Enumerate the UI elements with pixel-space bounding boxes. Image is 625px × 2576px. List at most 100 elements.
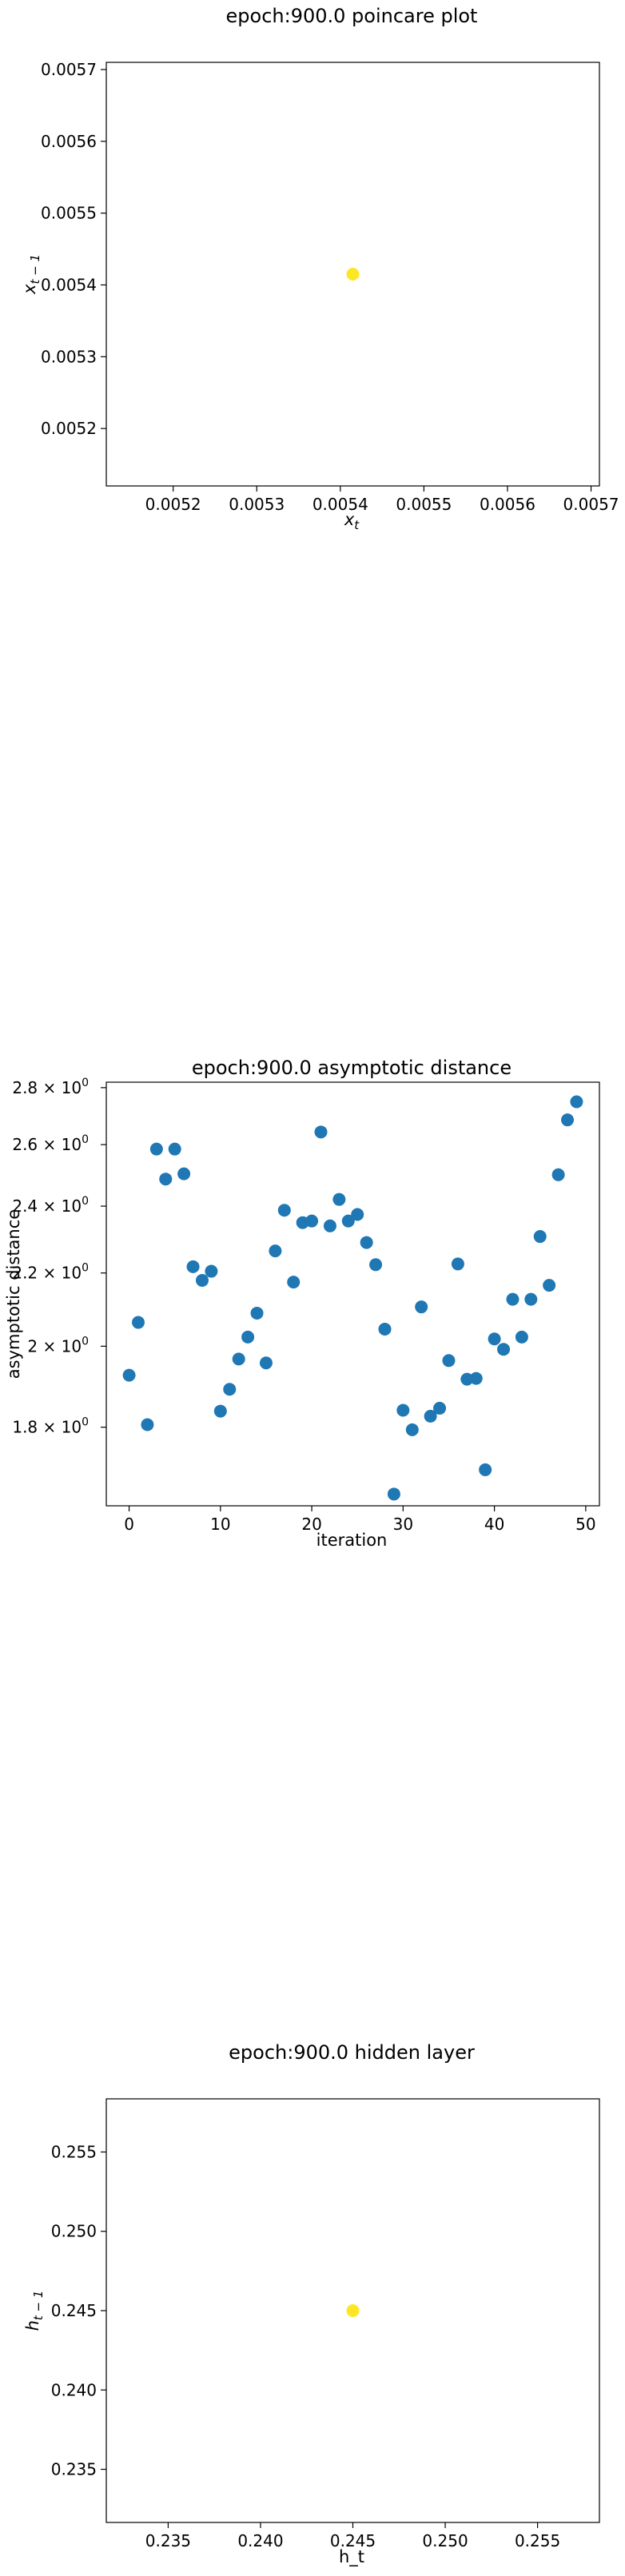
x-tick-label: 0.255 bbox=[515, 2531, 560, 2550]
asymptotic-distance-axes-frame bbox=[105, 1081, 600, 1507]
scatter-point bbox=[195, 1273, 209, 1287]
scatter-point bbox=[460, 1372, 474, 1386]
hidden-layer-y-label: ht − 1 bbox=[23, 2291, 46, 2331]
scatter-point bbox=[346, 268, 360, 281]
scatter-point bbox=[287, 1276, 301, 1289]
scatter-point bbox=[451, 1257, 464, 1271]
scatter-point bbox=[378, 1322, 392, 1336]
hidden-layer-chart: epoch:900.0 hidden layer 0.235 0.240 0.245… bbox=[23, 2041, 600, 2567]
scatter-point bbox=[405, 1423, 419, 1436]
x-tick-label: 50 bbox=[575, 1515, 595, 1534]
y-tick-label: 2 × 100 bbox=[27, 1335, 89, 1356]
scatter-point bbox=[524, 1292, 538, 1306]
scatter-point bbox=[533, 1230, 547, 1244]
x-tick-label: 30 bbox=[393, 1515, 413, 1534]
scatter-point bbox=[360, 1236, 373, 1249]
scatter-point bbox=[570, 1095, 583, 1109]
hidden-layer-x-ticks: 0.235 0.240 0.245 0.250 0.255 bbox=[145, 2522, 560, 2550]
scatter-point bbox=[479, 1463, 492, 1476]
scatter-point bbox=[122, 1368, 136, 1382]
y-tick-label: 0.0053 bbox=[41, 347, 97, 366]
scatter-point bbox=[515, 1330, 528, 1344]
x-tick-label: 0.0053 bbox=[229, 495, 285, 514]
x-tick-label: 0.250 bbox=[422, 2531, 468, 2550]
scatter-point bbox=[346, 2304, 360, 2317]
asymptotic-distance-title: epoch:900.0 asymptotic distance bbox=[192, 1057, 512, 1079]
scatter-point bbox=[177, 1167, 191, 1181]
asymptotic-distance-chart: epoch:900.0 asymptotic distance 0 10 20 30 4… bbox=[4, 1057, 600, 1550]
scatter-point bbox=[424, 1409, 437, 1423]
poincare-plot-y-ticks: 0.0052 0.0053 0.0054 0.0055 0.0056 0.0057 bbox=[41, 60, 106, 438]
hidden-layer-x-label: h_t bbox=[339, 2547, 364, 2567]
poincare-plot-title: epoch:900.0 poincare plot bbox=[226, 5, 478, 27]
poincare-plot-axes-frame bbox=[105, 62, 600, 487]
asymptotic-distance-y-ticks: 1.8 × 100 2 × 100 2.2 × 100 2.4 × 100 2.6 × … bbox=[12, 1077, 106, 1437]
hidden-layer-y-ticks: 0.235 0.240 0.245 0.250 0.255 bbox=[51, 2142, 106, 2479]
scatter-point bbox=[488, 1332, 501, 1346]
scatter-point bbox=[369, 1258, 383, 1272]
scatter-point bbox=[205, 1264, 218, 1278]
x-tick-label: 40 bbox=[484, 1515, 504, 1534]
scatter-point bbox=[387, 1487, 400, 1501]
scatter-point bbox=[469, 1372, 483, 1385]
hidden-layer-title: epoch:900.0 hidden layer bbox=[229, 2041, 475, 2064]
scatter-point bbox=[223, 1383, 237, 1396]
x-tick-label: 0 bbox=[124, 1515, 134, 1534]
x-tick-label: 0.0057 bbox=[563, 495, 619, 514]
scatter-point bbox=[433, 1401, 447, 1415]
y-tick-label: 2.4 × 100 bbox=[12, 1195, 89, 1216]
scatter-point bbox=[168, 1142, 181, 1156]
x-tick-label: 0.0052 bbox=[145, 495, 201, 514]
scatter-point bbox=[241, 1330, 255, 1344]
x-tick-label: 0.0054 bbox=[312, 495, 368, 514]
y-tick-label: 0.0056 bbox=[41, 132, 97, 151]
poincare-plot-chart: epoch:900.0 poincare plot 0.0052 0.0053 0.… bbox=[20, 5, 619, 532]
y-tick-label: 0.240 bbox=[51, 2380, 97, 2399]
y-tick-label: 0.235 bbox=[51, 2460, 97, 2479]
hidden-layer-points bbox=[346, 2304, 360, 2317]
scatter-point bbox=[269, 1244, 282, 1258]
y-tick-label: 2.6 × 100 bbox=[12, 1133, 89, 1154]
scatter-point bbox=[506, 1292, 520, 1306]
scatter-point bbox=[351, 1208, 364, 1221]
x-tick-label: 10 bbox=[210, 1515, 230, 1534]
x-tick-label: 20 bbox=[301, 1515, 321, 1534]
y-tick-label: 0.0055 bbox=[41, 204, 97, 223]
y-tick-label: 2.2 × 100 bbox=[12, 1262, 89, 1283]
scatter-point bbox=[341, 1214, 355, 1228]
x-tick-label: 0.0056 bbox=[480, 495, 535, 514]
scatter-point bbox=[543, 1279, 556, 1292]
x-tick-label: 0.0055 bbox=[396, 495, 452, 514]
y-tick-label: 0.245 bbox=[51, 2301, 97, 2320]
y-tick-label: 0.0052 bbox=[41, 419, 97, 438]
asymptotic-distance-points bbox=[122, 1095, 583, 1501]
scatter-point bbox=[259, 1356, 273, 1370]
x-tick-label: 0.245 bbox=[330, 2531, 376, 2550]
asymptotic-distance-x-ticks: 0 10 20 30 40 50 bbox=[124, 1506, 596, 1534]
y-tick-label: 0.0057 bbox=[41, 60, 97, 79]
scatter-point bbox=[141, 1418, 154, 1431]
scatter-point bbox=[323, 1219, 336, 1232]
asymptotic-distance-x-label: iteration bbox=[316, 1531, 388, 1550]
y-tick-label: 2.8 × 100 bbox=[12, 1077, 89, 1097]
scatter-point bbox=[314, 1125, 328, 1139]
x-tick-label: 0.240 bbox=[237, 2531, 283, 2550]
scatter-point bbox=[442, 1354, 456, 1368]
scatter-point bbox=[497, 1343, 511, 1356]
scatter-point bbox=[305, 1214, 319, 1228]
x-tick-label: 0.235 bbox=[145, 2531, 191, 2550]
scatter-point bbox=[396, 1403, 410, 1417]
y-tick-label: 0.255 bbox=[51, 2142, 97, 2161]
y-tick-label: 0.0054 bbox=[41, 275, 97, 294]
poincare-plot-x-ticks: 0.0052 0.0053 0.0054 0.0055 0.0056 0.0057 bbox=[145, 486, 619, 514]
scatter-point bbox=[232, 1352, 245, 1366]
scatter-point bbox=[159, 1173, 173, 1186]
scatter-point bbox=[277, 1204, 291, 1217]
asymptotic-distance-y-label: asymptotic distance bbox=[4, 1209, 23, 1379]
scatter-point bbox=[561, 1113, 575, 1127]
y-tick-label: 1.8 × 100 bbox=[12, 1416, 89, 1437]
poincare-plot-y-label: xt − 1 bbox=[20, 254, 42, 295]
scatter-point bbox=[551, 1168, 565, 1181]
poincare-plot-points bbox=[346, 268, 360, 281]
